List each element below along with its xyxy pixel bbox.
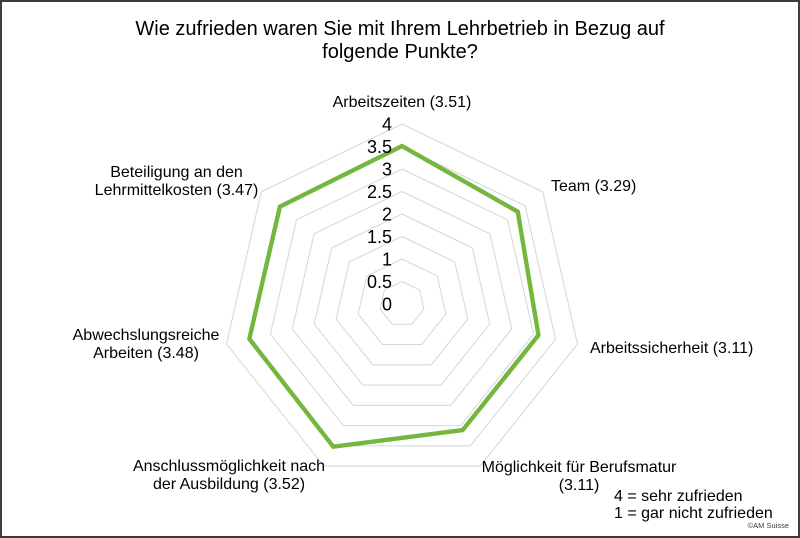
value-axis-tick-1: 1 xyxy=(382,250,392,270)
value-axis-tick-3: 3 xyxy=(382,160,392,180)
axis-label-arbeitssicherheit: Arbeitssicherheit (3.11) xyxy=(590,340,754,357)
grid-ring-2.5 xyxy=(291,190,513,406)
value-axis-tick-0.5: 0.5 xyxy=(367,272,392,292)
grid-ring-1 xyxy=(357,258,447,346)
grid-ring-1.5 xyxy=(335,235,469,366)
axis-label-lehrmittelkosten: Beteiligung an den Lehrmittelkosten (3.4… xyxy=(94,164,259,199)
value-axis-tick-3.5: 3.5 xyxy=(367,137,392,157)
legend-notes: 4 = sehr zufrieden 1 = gar nicht zufried… xyxy=(614,488,773,522)
value-axis-tick-4: 4 xyxy=(382,115,392,135)
axis-label-arbeitszeiten: Arbeitszeiten (3.51) xyxy=(332,94,472,111)
axis-label-berufsmatur: Möglichkeit für Berufsmatur (3.11) xyxy=(481,459,677,494)
value-axis-tick-1.5: 1.5 xyxy=(367,227,392,247)
grid-ring-0.5 xyxy=(379,280,425,325)
chart-title: Wie zufrieden waren Sie mit Ihrem Lehrbe… xyxy=(135,18,665,63)
value-axis-tick-0: 0 xyxy=(382,295,392,315)
value-axis-tick-2: 2 xyxy=(382,205,392,225)
legend-note-bottom: 1 = gar nicht zufrieden xyxy=(614,505,773,522)
copyright-text: ©AM Suisse xyxy=(747,521,789,530)
radar-series-polygon xyxy=(246,143,541,450)
axis-label-team: Team (3.29) xyxy=(551,178,637,195)
axis-label-anschlussmoeglichkeit: Anschlussmöglichkeit nach der Ausbildung… xyxy=(132,458,326,493)
legend-note-top: 4 = sehr zufrieden xyxy=(614,488,743,505)
value-axis-tick-2.5: 2.5 xyxy=(367,182,392,202)
axis-label-abwechslungsreiche-arbeiten: Abwechslungsreiche Arbeiten (3.48) xyxy=(72,327,220,362)
grid-ring-4 xyxy=(225,123,579,467)
grid-ring-2 xyxy=(313,213,491,386)
grid-ring-3 xyxy=(269,168,535,427)
